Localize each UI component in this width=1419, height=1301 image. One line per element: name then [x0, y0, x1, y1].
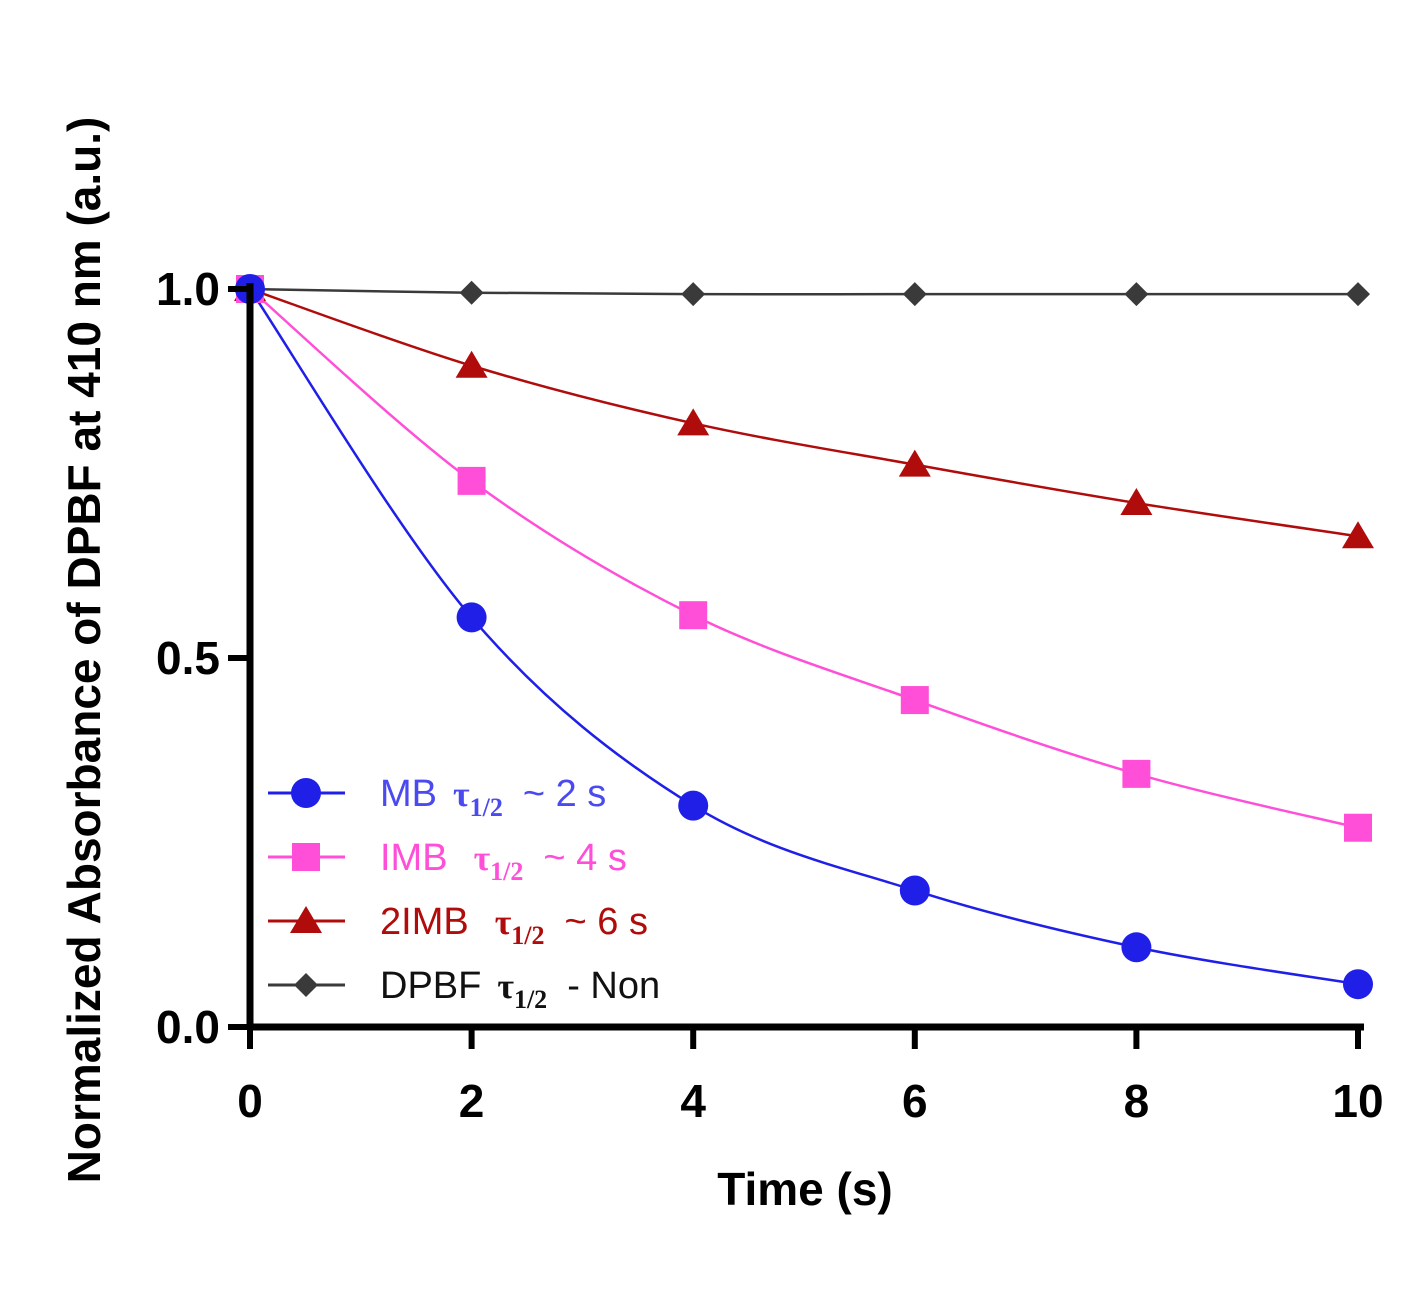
legend-series-name: 2IMB	[380, 901, 469, 943]
x-tick-label: 8	[1124, 1075, 1150, 1127]
series-line-2imb	[249, 287, 1359, 538]
legend-label-mb: MB τ1/2 ~ 2 s	[380, 773, 606, 822]
x-tick-label: 10	[1332, 1075, 1383, 1127]
data-point-2imb-4	[1120, 488, 1153, 516]
legend-marker-mb	[291, 778, 321, 808]
legend-marker-imb	[292, 843, 320, 871]
y-tick-label: 1.0	[156, 263, 220, 315]
legend-tau-symbol: τ	[495, 902, 512, 942]
data-point-mb-2	[678, 790, 709, 821]
x-tick-label: 2	[459, 1075, 485, 1127]
legend-item-mb: MB τ1/2 ~ 2 s	[268, 773, 606, 822]
data-point-dpbf-4	[1124, 282, 1149, 307]
series-markers	[234, 274, 1374, 1000]
legend-suffix: ~ 6 s	[565, 901, 648, 943]
data-point-2imb-1	[455, 350, 488, 378]
legend-item-dpbf: DPBF τ1/2 - Non	[268, 965, 660, 1014]
legend-marker-2imb	[290, 906, 322, 933]
legend-label-2imb: 2IMB τ1/2 ~ 6 s	[380, 901, 648, 950]
series-line-imb	[249, 288, 1359, 829]
data-point-mb-4	[1121, 932, 1152, 963]
data-point-2imb-2	[677, 408, 710, 436]
series-curves	[248, 287, 1359, 986]
y-axis-title: Normalized Absorbance of DPBF at 410 nm …	[58, 117, 110, 1184]
data-point-2imb-3	[898, 449, 931, 477]
y-tick-label: 0.0	[156, 1001, 220, 1053]
legend-tau-subscript: 1/2	[470, 793, 503, 822]
legend-label-dpbf: DPBF τ1/2 - Non	[380, 965, 660, 1014]
legend-suffix: ~ 2 s	[523, 773, 606, 815]
data-point-imb-2	[679, 601, 708, 630]
data-point-mb-5	[1343, 969, 1373, 1000]
legend-tau-symbol: τ	[497, 966, 514, 1006]
legend-suffix: - Non	[567, 965, 660, 1007]
series-line-mb	[248, 288, 1359, 986]
legend-marker-dpbf	[294, 973, 318, 997]
legend-series-name: MB	[380, 773, 437, 815]
data-point-mb-1	[456, 602, 487, 633]
data-point-dpbf-5	[1346, 282, 1370, 307]
legend-tau-symbol: τ	[474, 838, 491, 878]
legend-series-name: DPBF	[380, 965, 481, 1007]
legend-label-imb: IMB τ1/2 ~ 4 s	[380, 837, 627, 886]
legend-tau-subscript: 1/2	[514, 985, 547, 1014]
data-point-dpbf-1	[459, 280, 484, 305]
legend-item-2imb: 2IMB τ1/2 ~ 6 s	[268, 901, 648, 950]
legend-series-name: IMB	[380, 837, 448, 879]
data-point-imb-1	[457, 466, 486, 495]
data-point-dpbf-2	[681, 282, 706, 307]
data-point-imb-4	[1122, 759, 1151, 788]
legend-tau-subscript: 1/2	[490, 857, 523, 886]
legend-tau-symbol: τ	[453, 774, 470, 814]
axes: 0 2 4 6 8 10 0.0 0.5 1.0	[156, 263, 1384, 1127]
x-tick-label: 0	[237, 1075, 263, 1127]
x-axis-title: Time (s)	[717, 1163, 893, 1215]
series-line-dpbf	[249, 287, 1358, 296]
data-point-imb-5	[1344, 813, 1372, 842]
data-point-imb-3	[900, 686, 929, 715]
data-point-2imb-5	[1342, 521, 1374, 549]
y-tick-label: 0.5	[156, 632, 220, 684]
legend-suffix: ~ 4 s	[543, 837, 626, 879]
legend-item-imb: IMB τ1/2 ~ 4 s	[268, 837, 627, 886]
data-point-mb-3	[899, 875, 930, 906]
x-tick-label: 4	[680, 1075, 706, 1127]
legend-tau-subscript: 1/2	[511, 921, 544, 950]
x-tick-label: 6	[902, 1075, 928, 1127]
data-point-dpbf-3	[902, 282, 927, 307]
